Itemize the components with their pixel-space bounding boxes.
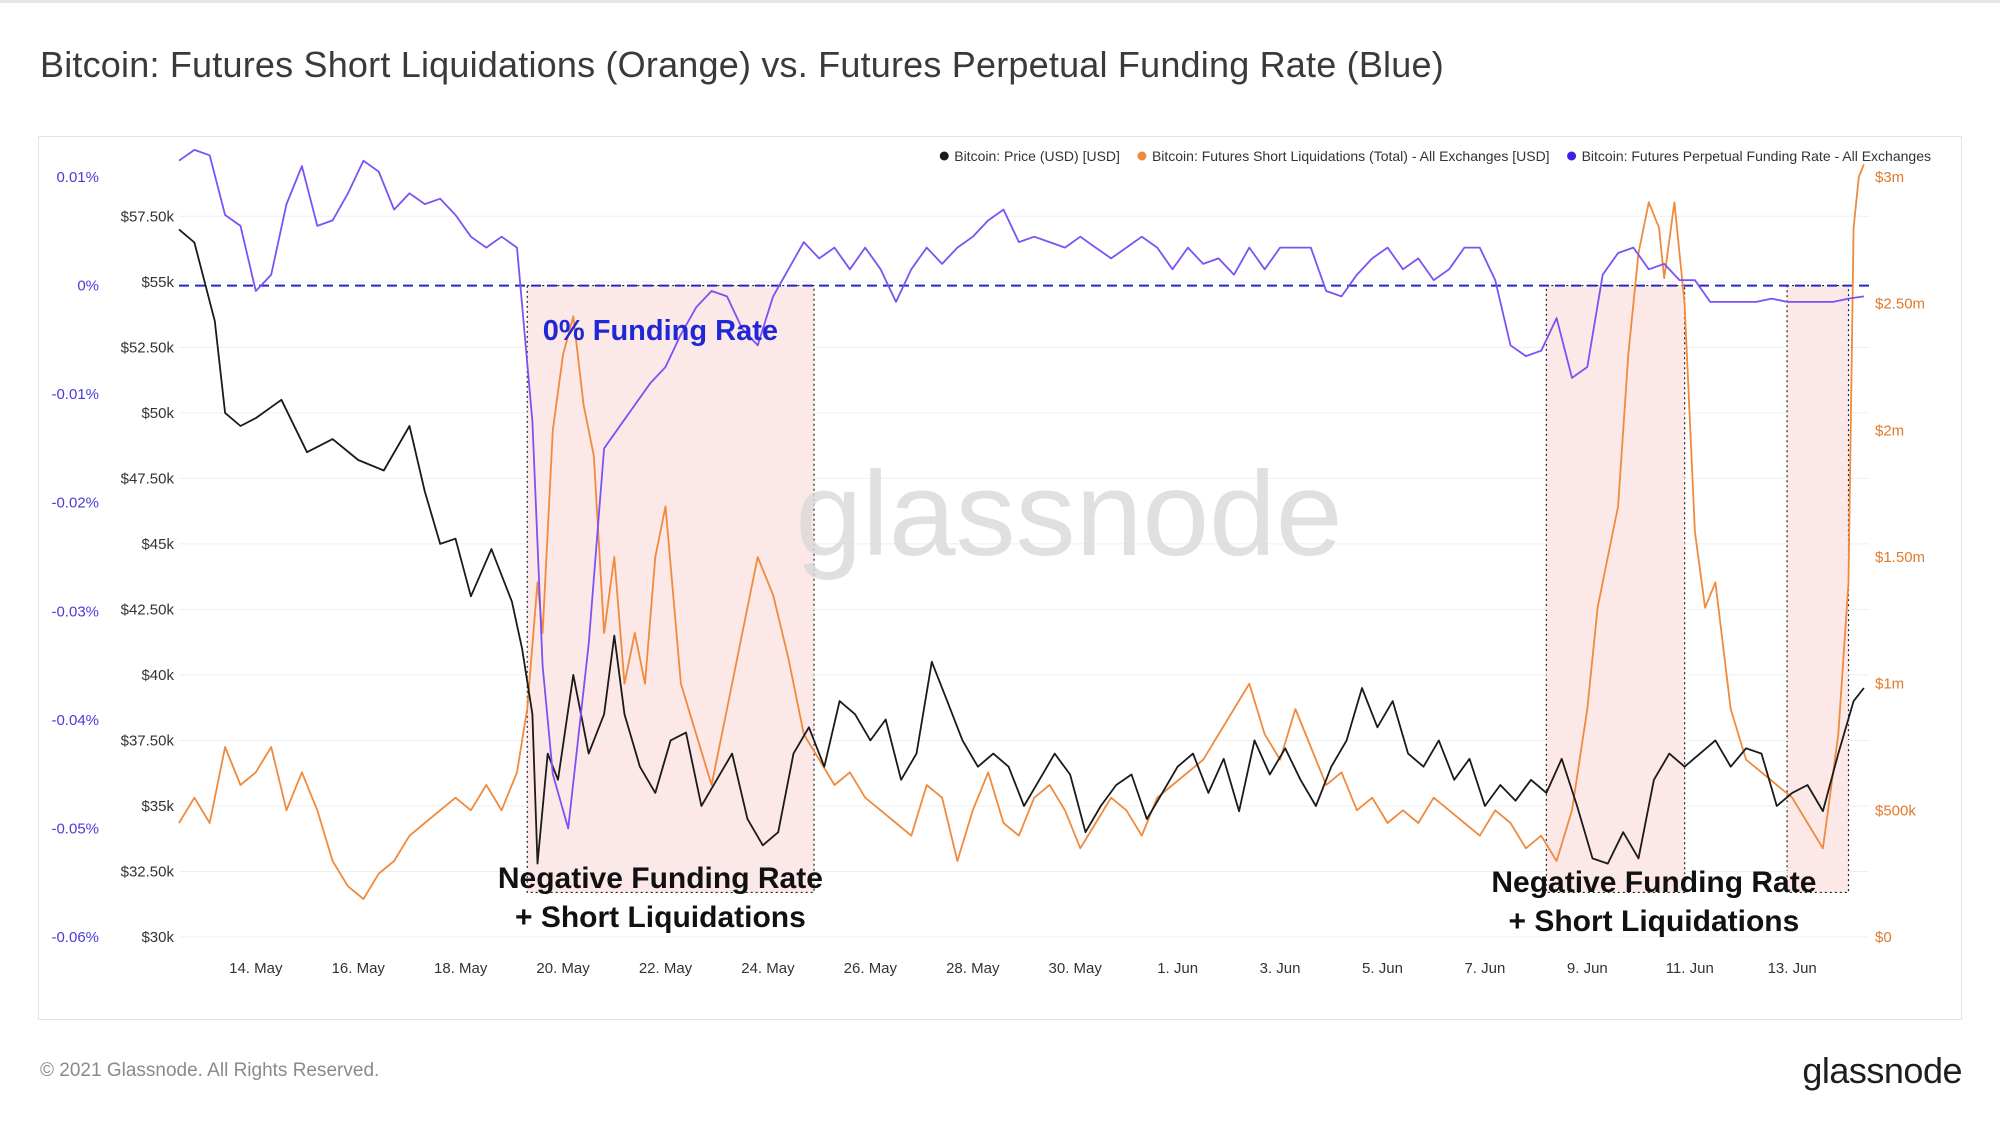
x-tick-label: 20. May — [536, 960, 590, 977]
footer-logo[interactable]: glassnode — [1802, 1050, 1962, 1091]
price-tick-label: $45k — [141, 536, 174, 553]
chart: glassnode -0.06% -0.05% -0.04% -0.03% -0.02% -… — [51, 148, 1931, 977]
legend-marker — [1137, 151, 1147, 161]
price-tick-label: $35k — [141, 798, 174, 815]
price-tick-label: $47.50k — [121, 470, 175, 487]
x-tick-label: 13. Jun — [1768, 960, 1817, 977]
funding-tick-label: -0.05% — [51, 820, 99, 837]
x-tick-label: 3. Jun — [1260, 960, 1301, 977]
top-rule — [0, 0, 2000, 3]
funding-tick-label: -0.02% — [51, 495, 99, 512]
price-tick-label: $42.50k — [121, 601, 175, 618]
liquidation-tick-label: $2.50m — [1875, 296, 1925, 313]
region-annotation-line1: Negative Funding Rate — [498, 862, 823, 895]
legend-label: Bitcoin: Futures Perpetual Funding Rate … — [1582, 148, 1931, 164]
legend-label: Bitcoin: Futures Short Liquidations (Tot… — [1152, 148, 1550, 164]
region-annotation-line2: + Short Liquidations — [1508, 905, 1799, 938]
footer-copyright: © 2021 Glassnode. All Rights Reserved. — [40, 1060, 380, 1081]
x-tick-label: 18. May — [434, 960, 488, 977]
x-tick-label: 1. Jun — [1157, 960, 1198, 977]
x-tick-label: 22. May — [639, 960, 693, 977]
x-tick-label: 14. May — [229, 960, 283, 977]
price-tick-label: $30k — [141, 929, 174, 946]
shaded-region-2 — [1545, 284, 1686, 894]
liquidation-tick-label: $1m — [1875, 676, 1904, 693]
price-tick-label: $37.50k — [121, 732, 175, 749]
price-tick-label: $55k — [141, 274, 174, 291]
price-tick-label: $40k — [141, 667, 174, 684]
x-tick-label: 11. Jun — [1666, 960, 1714, 977]
funding-tick-label: 0.01% — [56, 169, 99, 186]
shaded-region-1 — [526, 284, 815, 894]
shaded-region-3 — [1786, 284, 1850, 894]
liquidation-tick-label: $2m — [1875, 422, 1904, 439]
x-tick-label: 7. Jun — [1464, 960, 1505, 977]
price-tick-label: $32.50k — [121, 863, 175, 880]
liquidation-tick-label: $3m — [1875, 169, 1904, 186]
price-line — [178, 228, 1865, 865]
liquidations-line — [178, 163, 1865, 900]
price-tick-label: $57.50k — [121, 208, 175, 225]
x-tick-label: 28. May — [946, 960, 1000, 977]
funding-tick-label: -0.03% — [51, 603, 99, 620]
price-tick-label: $50k — [141, 405, 174, 422]
x-tick-label: 26. May — [844, 960, 898, 977]
liquidation-tick-label: $500k — [1875, 802, 1916, 819]
funding-line — [178, 149, 1865, 830]
legend-label: Bitcoin: Price (USD) [USD] — [954, 148, 1120, 164]
watermark: glassnode — [795, 447, 1342, 581]
x-tick-label: 24. May — [741, 960, 795, 977]
chart-frame: glassnode -0.06% -0.05% -0.04% -0.03% -0.02% -… — [38, 136, 1962, 1020]
legend-marker — [939, 151, 949, 161]
page-title: Bitcoin: Futures Short Liquidations (Ora… — [40, 44, 1444, 85]
legend-marker — [1567, 151, 1577, 161]
x-tick-label: 9. Jun — [1567, 960, 1608, 977]
x-tick-label: 30. May — [1049, 960, 1103, 977]
liquidation-tick-label: $0 — [1875, 929, 1892, 946]
funding-tick-label: -0.04% — [51, 712, 99, 729]
x-tick-label: 5. Jun — [1362, 960, 1403, 977]
funding-tick-label: -0.06% — [51, 929, 99, 946]
funding-tick-label: -0.01% — [51, 386, 99, 403]
zero-funding-annotation: 0% Funding Rate — [543, 315, 778, 347]
region-annotation-line1: Negative Funding Rate — [1491, 866, 1816, 899]
x-tick-label: 16. May — [332, 960, 386, 977]
price-tick-label: $52.50k — [121, 339, 175, 356]
region-annotation-line2: + Short Liquidations — [515, 901, 806, 934]
liquidation-tick-label: $1.50m — [1875, 549, 1925, 566]
funding-tick-label: 0% — [77, 278, 99, 295]
